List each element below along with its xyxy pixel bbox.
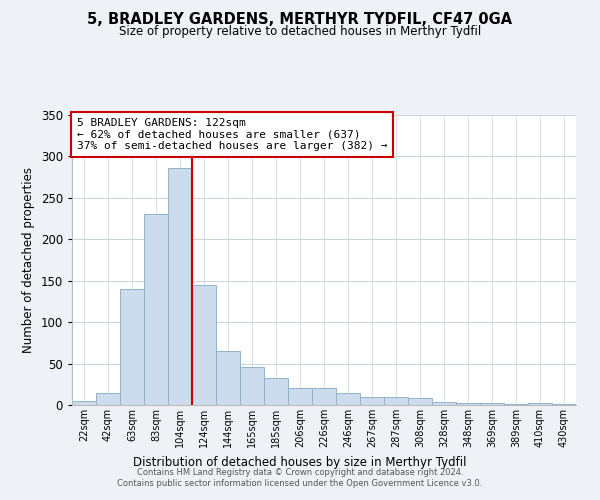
Bar [144,214,168,405]
Bar [288,388,312,405]
Bar [480,402,504,405]
Bar [240,367,264,405]
Bar [456,404,480,405]
Bar [192,285,216,405]
Bar [552,404,576,405]
Bar [72,401,96,405]
Text: 5, BRADLEY GARDENS, MERTHYR TYDFIL, CF47 0GA: 5, BRADLEY GARDENS, MERTHYR TYDFIL, CF47… [88,12,512,28]
Bar [312,388,336,405]
Bar [120,289,144,405]
Text: Size of property relative to detached houses in Merthyr Tydfil: Size of property relative to detached ho… [119,25,481,38]
Text: Distribution of detached houses by size in Merthyr Tydfil: Distribution of detached houses by size … [133,456,467,469]
Bar [504,404,528,405]
Bar [360,396,384,405]
Bar [408,398,432,405]
Text: 5 BRADLEY GARDENS: 122sqm
← 62% of detached houses are smaller (637)
37% of semi: 5 BRADLEY GARDENS: 122sqm ← 62% of detac… [77,118,388,151]
Bar [336,394,360,405]
Y-axis label: Number of detached properties: Number of detached properties [22,167,35,353]
Bar [432,402,456,405]
Bar [384,396,408,405]
Bar [264,378,288,405]
Bar [216,351,240,405]
Bar [528,404,552,405]
Bar [168,168,192,405]
Text: Contains HM Land Registry data © Crown copyright and database right 2024.
Contai: Contains HM Land Registry data © Crown c… [118,468,482,487]
Bar [96,394,120,405]
